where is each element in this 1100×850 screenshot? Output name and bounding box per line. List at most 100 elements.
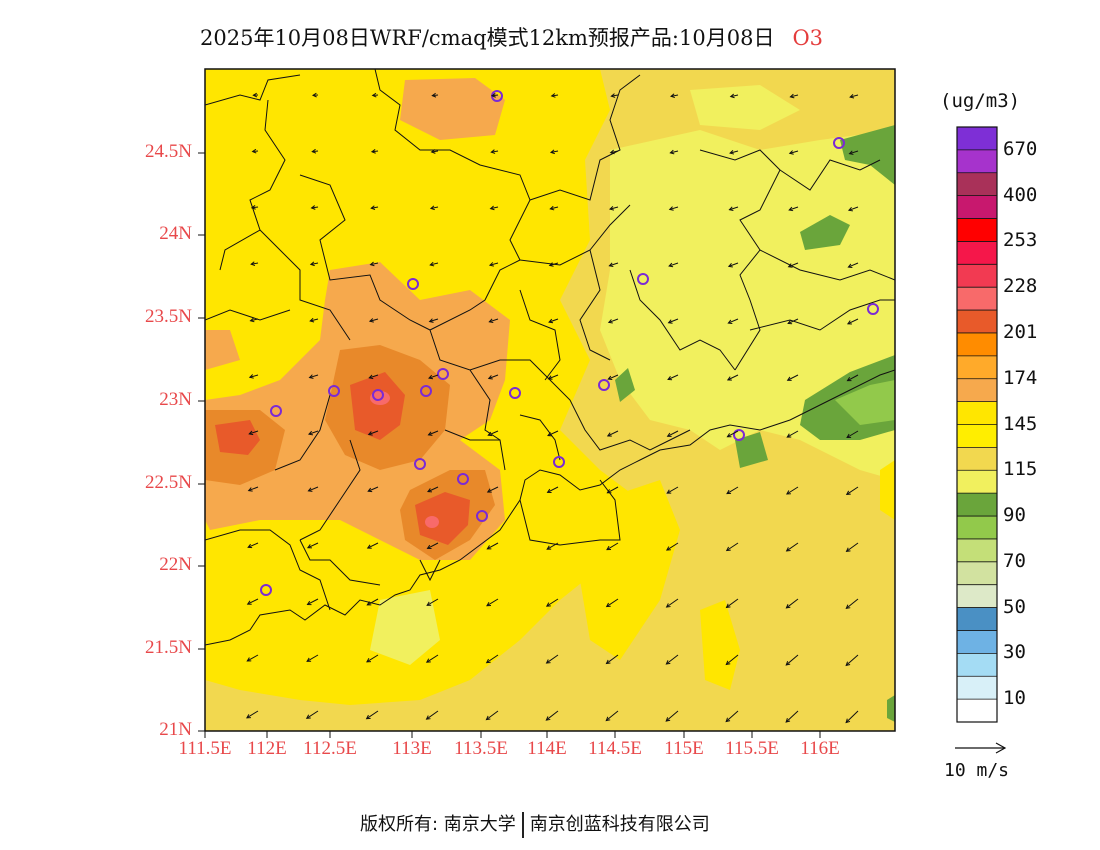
wind-arrow xyxy=(365,710,379,720)
wind-arrow xyxy=(845,710,859,724)
wind-arrow xyxy=(490,93,499,98)
wind-arrow xyxy=(308,374,319,379)
wind-arrow xyxy=(545,598,559,607)
wind-arrow xyxy=(845,486,859,495)
wind-arrow xyxy=(726,374,739,381)
legend-swatch xyxy=(957,447,997,471)
wind-arrow xyxy=(729,149,739,155)
field-228-south xyxy=(415,492,470,545)
wind-arrow xyxy=(488,318,499,324)
legend-label: 174 xyxy=(1003,366,1038,389)
wind-arrow xyxy=(486,598,499,607)
x-tick-label: 112E xyxy=(247,738,287,759)
station-marker xyxy=(407,278,419,290)
legend-label: 400 xyxy=(1003,183,1038,206)
wind-arrow xyxy=(250,261,259,266)
y-tick-label: 21N xyxy=(159,719,192,740)
wind-arrow xyxy=(430,149,439,154)
field-174-north xyxy=(400,78,505,140)
wind-arrow xyxy=(366,598,379,606)
pollutant-label: O3 xyxy=(792,26,824,50)
station-marker xyxy=(260,584,272,596)
wind-arrow xyxy=(666,486,679,494)
wind-arrow xyxy=(487,430,499,437)
copyright-left: 版权所有: 南京大学 xyxy=(360,814,516,835)
legend-label: 670 xyxy=(1003,137,1038,160)
wind-arrow xyxy=(307,430,319,436)
wind-arrow xyxy=(428,318,439,323)
wind-arrow xyxy=(785,710,799,723)
station-marker xyxy=(476,510,488,522)
copyright-divider xyxy=(521,812,524,838)
legend-swatch xyxy=(957,127,997,150)
wind-arrow xyxy=(668,262,679,268)
wind-arrow xyxy=(608,262,619,268)
wind-arrow xyxy=(366,542,379,549)
wind-arrow xyxy=(307,486,319,492)
wind-arrow xyxy=(845,654,859,667)
legend-swatch xyxy=(957,699,997,722)
wind-arrow xyxy=(787,262,799,268)
wind-arrow xyxy=(246,654,259,662)
legend-swatch xyxy=(957,264,997,288)
field-145-sea-east xyxy=(700,600,740,690)
wind-arrow xyxy=(548,318,559,324)
wind-arrow xyxy=(431,92,439,98)
wind-arrow xyxy=(847,206,859,212)
field-90-inland xyxy=(615,368,635,402)
wind-arrow xyxy=(309,261,319,267)
title-text: 2025年10月08日WRF/cmaq模式12km预报产品:10月08日 xyxy=(200,26,775,50)
legend-swatch xyxy=(957,584,997,608)
wind-arrow xyxy=(606,430,619,437)
wind-arrow xyxy=(487,374,499,380)
wind-arrow xyxy=(367,430,379,436)
x-tick-label: 112.5E xyxy=(303,738,357,759)
wind-arrow xyxy=(787,318,799,325)
wind-arrow xyxy=(306,542,319,549)
wind-arrow xyxy=(846,318,859,325)
wind-arrow xyxy=(306,654,319,662)
wind-arrow xyxy=(549,149,559,155)
wind-arrow xyxy=(426,542,439,550)
wind-arrow xyxy=(246,710,259,719)
wind-arrow xyxy=(728,206,739,211)
wind-arrow xyxy=(609,206,619,211)
wind-vector-field xyxy=(246,92,859,724)
map-frame xyxy=(204,68,896,732)
legend-unit: (ug/m3) xyxy=(940,90,1021,112)
station-marker xyxy=(598,379,610,391)
y-tick-label: 23.5N xyxy=(145,306,192,327)
wind-arrow xyxy=(670,93,679,99)
wind-arrow xyxy=(847,262,859,268)
field-90-east xyxy=(800,215,850,250)
legend-swatch xyxy=(957,149,997,173)
wind-arrow xyxy=(727,318,739,324)
wind-arrow xyxy=(369,261,379,267)
wind-arrow xyxy=(427,486,439,493)
station-marker xyxy=(328,385,340,397)
y-tick-label: 22.5N xyxy=(145,472,192,493)
wind-arrow xyxy=(729,93,739,99)
wind-arrow xyxy=(786,486,799,495)
station-marker xyxy=(270,405,282,417)
wind-arrow xyxy=(311,148,319,154)
legend-swatch xyxy=(957,241,997,265)
legend-frame xyxy=(956,126,998,723)
field-90-coast xyxy=(735,432,768,468)
y-tick-label: 21.5N xyxy=(145,637,192,658)
station-marker xyxy=(372,389,384,401)
wind-arrow xyxy=(848,150,859,155)
wind-arrow xyxy=(788,206,799,212)
wind-arrow xyxy=(605,654,619,665)
wind-arrow xyxy=(549,205,559,211)
wind-arrow xyxy=(788,150,799,155)
field-115-coast-south xyxy=(370,590,440,665)
wind-arrow xyxy=(248,430,259,436)
wind-arrow xyxy=(725,542,739,552)
wind-arrow xyxy=(789,93,799,99)
wind-arrow xyxy=(425,710,439,720)
x-tick-label: 115E xyxy=(664,738,704,759)
field-115-northeast xyxy=(690,85,800,130)
station-marker xyxy=(867,303,879,315)
station-marker xyxy=(509,387,521,399)
